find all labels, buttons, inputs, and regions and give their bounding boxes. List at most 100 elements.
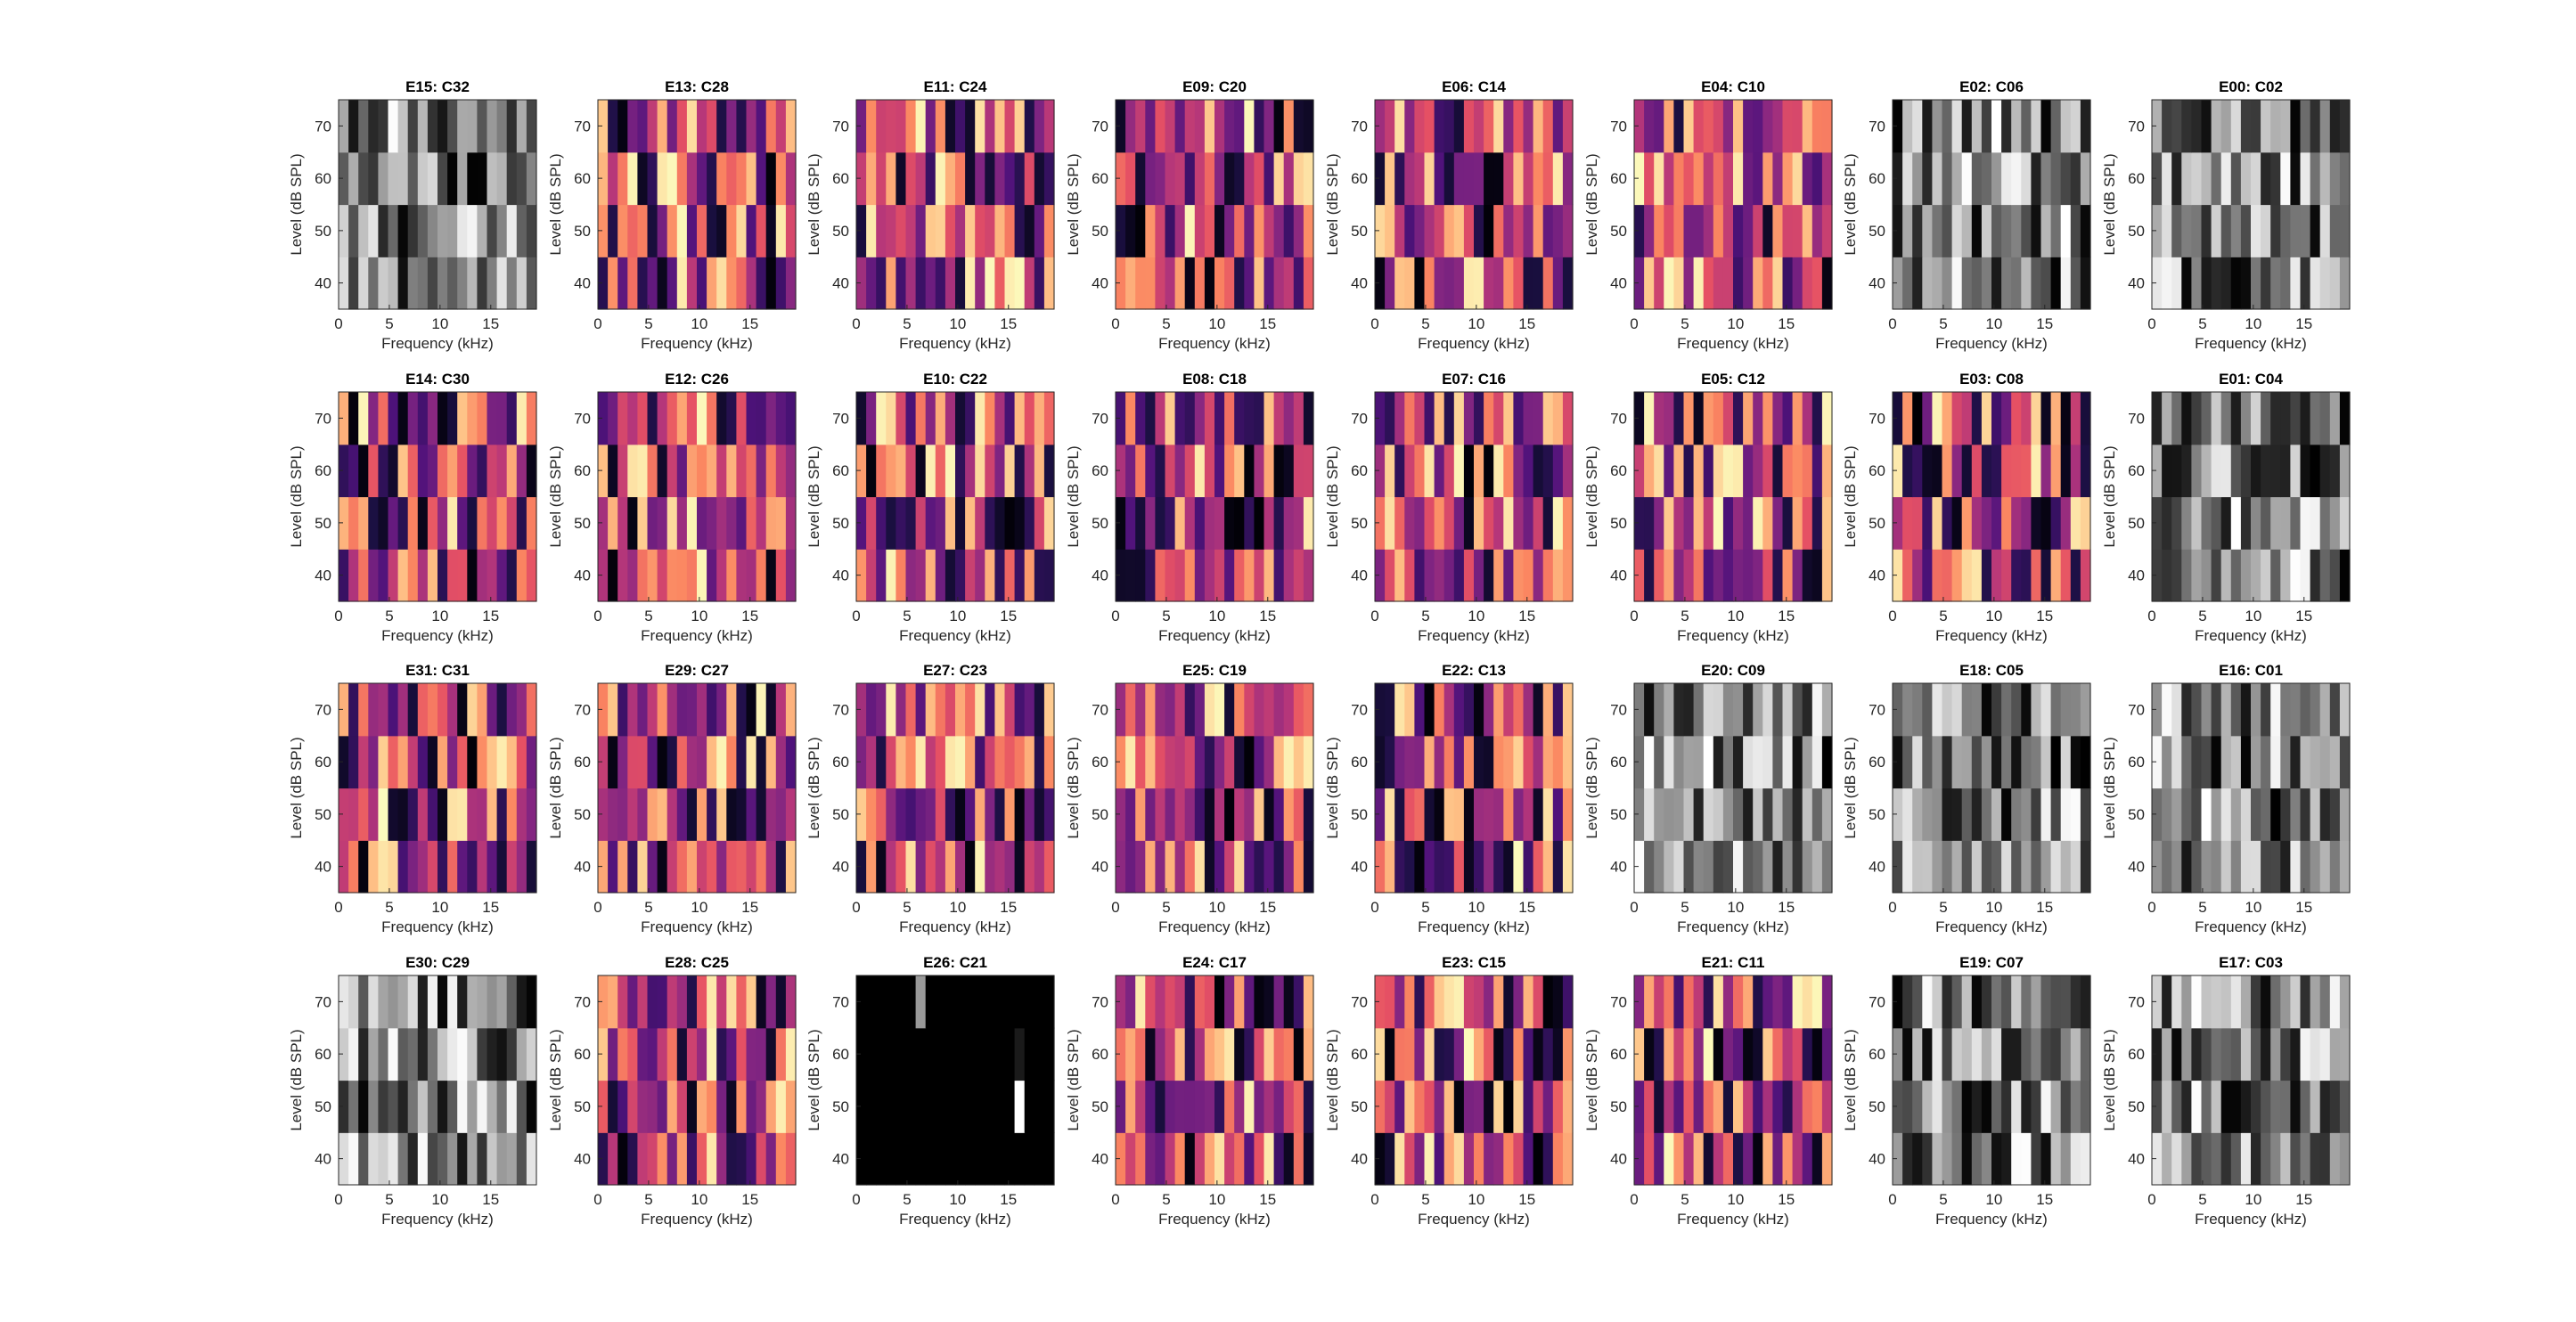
heatmap-cell [1753, 549, 1763, 602]
x-tick-label: 10 [1208, 1191, 1225, 1208]
axes-frame [338, 391, 537, 602]
heatmap-cell [1385, 496, 1395, 550]
heatmap-cell [358, 735, 369, 789]
y-axis-label: Level (dB SPL) [2101, 737, 2118, 838]
heatmap-cell [1961, 151, 1973, 206]
x-axis-label: Frequency (kHz) [1677, 627, 1789, 644]
heatmap-cell [487, 549, 498, 602]
heatmap-cell [427, 444, 438, 498]
heatmap-cell [985, 787, 995, 841]
heatmap-cell [1981, 204, 1992, 257]
heatmap-cell [746, 444, 757, 498]
heatmap-cell [895, 1132, 907, 1186]
heatmap-cell [348, 257, 359, 310]
x-tick-label: 5 [385, 608, 393, 624]
heatmap-cell [526, 204, 537, 257]
heatmap-cell [2040, 151, 2052, 206]
heatmap-cell [994, 151, 1006, 206]
y-axis-label: Level (dB SPL) [1324, 1029, 1341, 1130]
y-tick-label: 50 [1610, 1098, 1627, 1115]
heatmap-cell [526, 151, 537, 206]
heatmap-cell [1263, 151, 1275, 206]
heatmap-cell [1214, 1080, 1225, 1133]
heatmap-cell [1024, 1132, 1035, 1186]
heatmap-cell [1782, 1080, 1794, 1133]
heatmap-cell [925, 1080, 936, 1133]
heatmap-cell [1713, 975, 1724, 1029]
heatmap-cell [676, 787, 688, 841]
heatmap-cell [1434, 257, 1445, 310]
heatmap-cell [1484, 100, 1494, 153]
heatmap-cell [647, 735, 658, 789]
heatmap-cell [1224, 151, 1235, 206]
heatmap-cell [2050, 1027, 2062, 1081]
heatmap-cell [1234, 496, 1245, 550]
heatmap-cell [876, 392, 887, 445]
heatmap-cell [1703, 444, 1714, 498]
heatmap-cell [506, 787, 518, 841]
heatmap-cell [785, 840, 797, 894]
heatmap-cell [1902, 257, 1913, 310]
heatmap-cell [1303, 735, 1314, 789]
heatmap-cell [608, 496, 618, 550]
heatmap-cell [2050, 204, 2062, 257]
y-tick-label: 50 [2128, 515, 2145, 532]
heatmap-cell [2310, 100, 2321, 153]
heatmap-cell [1273, 444, 1285, 498]
heatmap-cell [2021, 100, 2032, 153]
heatmap-cell [1234, 392, 1245, 445]
heatmap-cell [1174, 840, 1186, 894]
heatmap-cell [1244, 392, 1255, 445]
axes-frame [855, 99, 1055, 310]
heatmap-cell [876, 100, 887, 153]
heatmap-cell [1942, 204, 1953, 257]
heatmap-cell [697, 1080, 707, 1133]
heatmap-cell [915, 1080, 927, 1133]
heatmap-cell [1991, 444, 2002, 498]
heatmap-cell [2201, 975, 2212, 1029]
heatmap-cell [617, 257, 628, 310]
heatmap-cell [856, 1132, 867, 1186]
x-tick-label: 5 [2198, 1191, 2206, 1208]
heatmap-cell [516, 1132, 527, 1186]
heatmap-cell [627, 392, 638, 445]
heatmap-cell [1034, 975, 1045, 1029]
y-tick-label: 60 [1610, 170, 1627, 187]
heatmap-cell [487, 204, 498, 257]
x-tick-label: 5 [385, 315, 393, 332]
heatmap-cell [1703, 1080, 1714, 1133]
heatmap-cell [2220, 549, 2232, 602]
heatmap-cell [2310, 1027, 2321, 1081]
axes-frame [1115, 682, 1314, 894]
heatmap-cell [686, 683, 698, 737]
heatmap-cell [339, 975, 349, 1029]
heatmap-cell [1244, 204, 1255, 257]
heatmap-cell [378, 1132, 389, 1186]
heatmap-cell [1644, 204, 1655, 257]
heatmap-cell [1634, 496, 1645, 550]
heatmap-cell [1424, 683, 1435, 737]
heatmap-cell [407, 840, 419, 894]
heatmap-cell [526, 100, 537, 153]
heatmap-cell [2152, 549, 2163, 602]
y-tick-label: 40 [1610, 859, 1627, 876]
axes-frame [1115, 975, 1314, 1186]
heatmap-cell [2251, 151, 2261, 206]
heatmap-cell [1004, 257, 1016, 310]
heatmap-cell [955, 735, 966, 789]
x-tick-label: 15 [2036, 1191, 2053, 1208]
heatmap-cell [1743, 975, 1754, 1029]
heatmap-cell [1533, 549, 1544, 602]
heatmap-cell [1014, 204, 1026, 257]
axes-frame [1374, 975, 1574, 1186]
heatmap-cell [1782, 787, 1794, 841]
heatmap-cell [756, 840, 767, 894]
heatmap-cell [1821, 1132, 1833, 1186]
heatmap-cell [1004, 1027, 1016, 1081]
heatmap-cell [2181, 204, 2192, 257]
heatmap-cell [526, 787, 537, 841]
heatmap-cell [487, 787, 498, 841]
heatmap-cell [378, 735, 389, 789]
heatmap-cell [1503, 392, 1514, 445]
